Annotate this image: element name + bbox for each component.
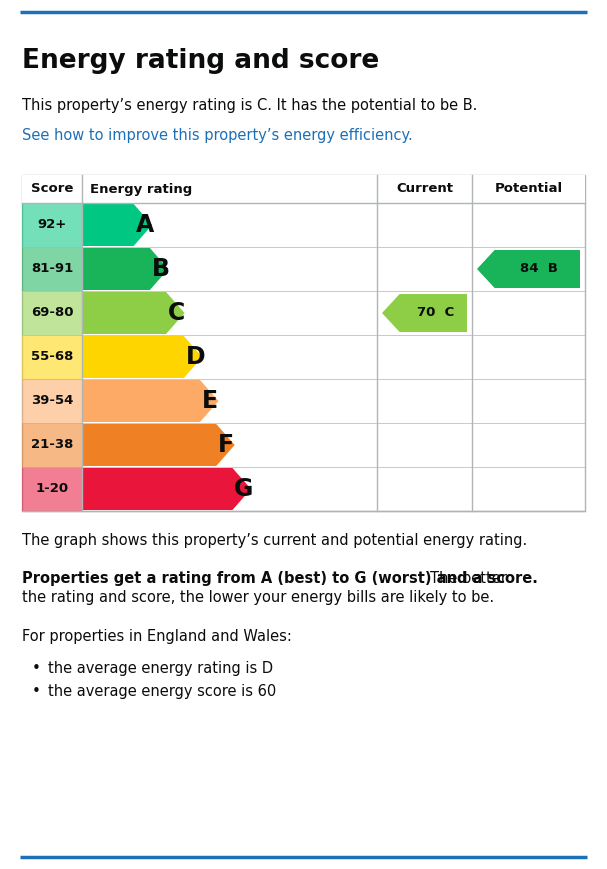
Text: •: • [32, 661, 41, 676]
Bar [22, 335, 82, 379]
Text: 69-80: 69-80 [31, 307, 73, 320]
Polygon shape [82, 468, 251, 510]
Text: Energy rating: Energy rating [90, 182, 192, 196]
Polygon shape [82, 248, 168, 290]
Bar [22, 423, 82, 467]
Text: 21-38: 21-38 [31, 439, 73, 452]
Polygon shape [82, 204, 152, 246]
Polygon shape [82, 424, 235, 466]
Text: Energy rating and score: Energy rating and score [22, 48, 379, 74]
Text: D: D [186, 345, 205, 369]
Text: See how to improve this property’s energy efficiency.: See how to improve this property’s energ… [22, 128, 413, 143]
Text: E: E [202, 389, 218, 413]
Text: the average energy rating is D: the average energy rating is D [48, 661, 273, 676]
Bar [22, 203, 82, 247]
Text: Properties get a rating from A (best) to G (worst) and a score.: Properties get a rating from A (best) to… [22, 571, 538, 586]
Text: 84  B: 84 B [520, 262, 558, 275]
Bar [22, 247, 82, 291]
Text: Current: Current [396, 182, 453, 196]
Bar [22, 467, 82, 511]
Polygon shape [82, 336, 202, 378]
Text: 70  C: 70 C [416, 307, 454, 320]
Bar [22, 175, 585, 203]
Bar [22, 175, 585, 511]
Text: A: A [135, 213, 154, 237]
Text: 92+: 92+ [38, 218, 67, 231]
Text: the rating and score, the lower your energy bills are likely to be.: the rating and score, the lower your ene… [22, 590, 494, 605]
Text: the average energy score is 60: the average energy score is 60 [48, 684, 276, 699]
Text: C: C [168, 301, 185, 325]
Bar [22, 379, 82, 423]
Text: Potential: Potential [495, 182, 563, 196]
Text: The better: The better [430, 571, 507, 586]
Text: The graph shows this property’s current and potential energy rating.: The graph shows this property’s current … [22, 533, 527, 548]
Text: •: • [32, 684, 41, 699]
Text: 39-54: 39-54 [31, 395, 73, 408]
Text: F: F [218, 433, 234, 457]
Text: 55-68: 55-68 [31, 350, 73, 363]
Polygon shape [477, 250, 580, 288]
Bar [22, 291, 82, 335]
Text: For properties in England and Wales:: For properties in England and Wales: [22, 629, 292, 644]
Text: Score: Score [31, 182, 73, 196]
Polygon shape [82, 380, 219, 422]
Polygon shape [382, 294, 467, 332]
Text: 1-20: 1-20 [35, 482, 69, 495]
Text: B: B [152, 257, 170, 281]
Polygon shape [82, 292, 185, 334]
Text: This property’s energy rating is C. It has the potential to be B.: This property’s energy rating is C. It h… [22, 98, 477, 113]
Text: 81-91: 81-91 [31, 262, 73, 275]
Text: G: G [234, 477, 254, 501]
